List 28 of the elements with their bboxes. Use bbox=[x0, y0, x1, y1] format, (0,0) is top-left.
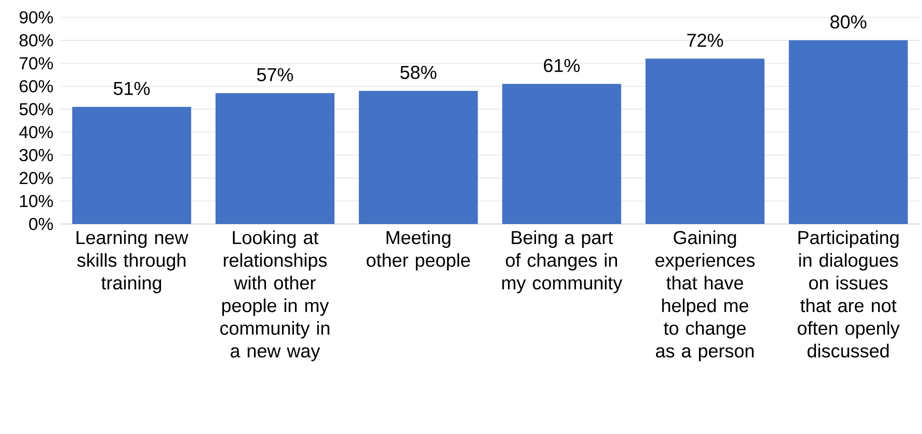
y-tick-label: 20% bbox=[20, 172, 53, 184]
y-tick-label: 10% bbox=[20, 194, 53, 208]
data-label: 51% bbox=[114, 82, 150, 96]
bar bbox=[216, 93, 334, 224]
bar bbox=[788, 40, 908, 224]
y-tick-label: 50% bbox=[20, 103, 53, 116]
y-tick-label: 60% bbox=[20, 80, 53, 92]
y-tick-label: 80% bbox=[20, 34, 53, 46]
data-label: 72% bbox=[687, 34, 724, 47]
data-label: 61% bbox=[544, 58, 580, 72]
x-tick-label: Participating in dialogues on issues that are not often openly discussed bbox=[798, 230, 900, 358]
y-tick-label: 30% bbox=[19, 148, 53, 162]
bar bbox=[358, 90, 478, 224]
x-tick-label: Being a part of changes in my community bbox=[502, 230, 622, 294]
bar bbox=[646, 58, 764, 224]
y-tick-label: 90% bbox=[20, 11, 53, 24]
y-tick-label: 70% bbox=[20, 57, 53, 70]
y-tick-label: 0% bbox=[29, 218, 53, 230]
x-tick-label: Meeting other people bbox=[366, 230, 470, 271]
bar bbox=[72, 106, 192, 224]
x-tick-label: Looking at relationships with other people in my community in a new way bbox=[220, 230, 330, 362]
x-tick-label: Learning new skills through training bbox=[76, 230, 188, 294]
data-label: 80% bbox=[830, 15, 866, 28]
bar bbox=[502, 84, 622, 224]
y-tick-label: 40% bbox=[19, 126, 53, 138]
data-label: 57% bbox=[257, 68, 294, 82]
data-label: 58% bbox=[400, 66, 436, 79]
x-tick-label: Gaining experiences that have helped me to change as a person bbox=[655, 230, 755, 362]
